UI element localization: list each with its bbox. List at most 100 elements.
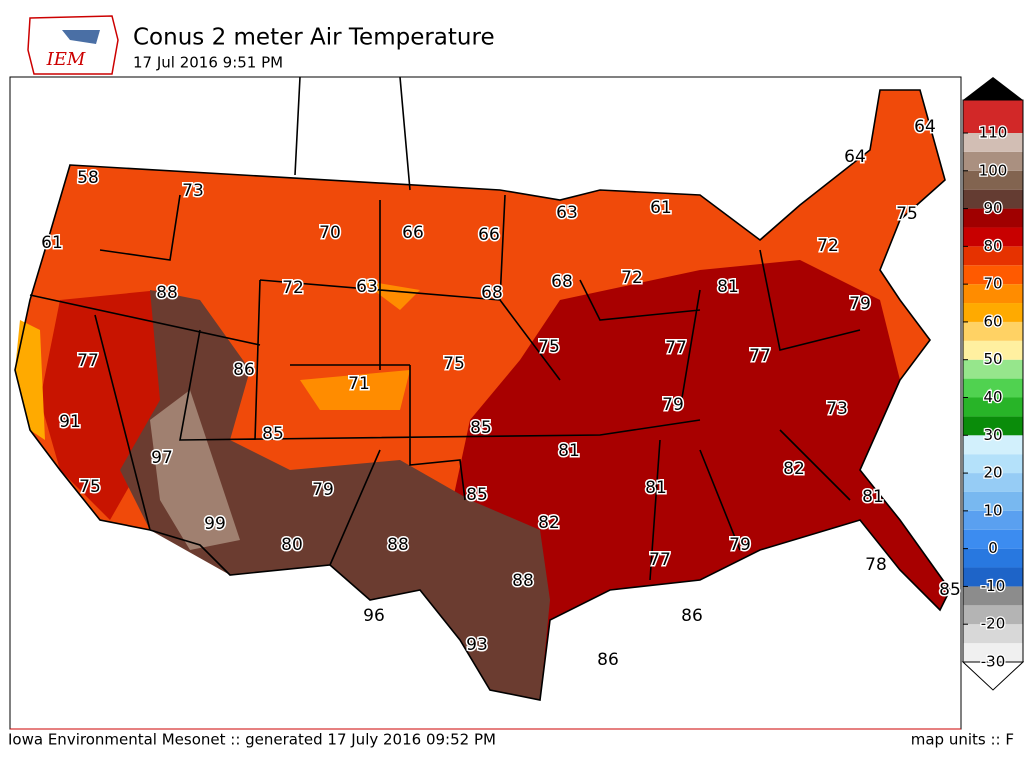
colorbar-tick-label: 40 bbox=[983, 388, 1002, 406]
station-value: 96 bbox=[363, 606, 385, 626]
station-value: 75 bbox=[538, 337, 560, 357]
colorbar-tick-label: -30 bbox=[981, 653, 1006, 671]
station-value: 73 bbox=[182, 181, 204, 201]
station-value: 79 bbox=[849, 294, 871, 314]
logo: IEM bbox=[27, 15, 119, 75]
colorbar-band bbox=[963, 340, 1023, 360]
colorbar-band bbox=[963, 567, 1023, 587]
station-value: 72 bbox=[817, 236, 839, 256]
colorbar-band bbox=[963, 605, 1023, 625]
station-value: 86 bbox=[681, 606, 703, 626]
station-value: 91 bbox=[59, 412, 81, 432]
station-value: 71 bbox=[348, 374, 370, 394]
station-value: 82 bbox=[783, 459, 805, 479]
colorbar: -30 -20 -10 0 10 20 30 40 50 60 70 80 90 100 110 bbox=[961, 77, 1024, 691]
colorbar-band bbox=[963, 359, 1023, 379]
station-value: 70 bbox=[319, 223, 341, 243]
station-value: 72 bbox=[282, 278, 304, 298]
colorbar-band bbox=[963, 624, 1023, 644]
station-value: 77 bbox=[665, 338, 687, 358]
colorbar-tick-label: 0 bbox=[988, 539, 998, 557]
title: Conus 2 meter Air Temperature bbox=[133, 25, 495, 51]
station-value: 99 bbox=[204, 514, 226, 534]
colorbar-band bbox=[963, 284, 1023, 304]
footer-right: map units :: F bbox=[911, 731, 1014, 749]
colorbar-tick-label: -20 bbox=[981, 615, 1006, 633]
colorbar-tick-label: 20 bbox=[983, 464, 1002, 482]
colorbar-band bbox=[963, 151, 1023, 171]
colorbar-band bbox=[963, 529, 1023, 549]
station-value: 88 bbox=[387, 535, 409, 555]
colorbar-tick-label: 80 bbox=[983, 237, 1002, 255]
station-value: 82 bbox=[538, 513, 560, 533]
station-value: 63 bbox=[356, 277, 378, 297]
station-value: 63 bbox=[556, 203, 578, 223]
station-value: 68 bbox=[551, 272, 573, 292]
colorbar-band bbox=[963, 473, 1023, 492]
colorbar-tick-label: 60 bbox=[983, 312, 1002, 330]
colorbar-band bbox=[963, 397, 1023, 417]
station-value: 75 bbox=[79, 477, 101, 497]
region-mild bbox=[300, 280, 420, 410]
station-labels: 58 73 61 70 66 66 63 61 64 64 75 72 88 72 63 68 68 72 81 79… bbox=[40, 116, 963, 672]
station-value: 88 bbox=[156, 283, 178, 303]
station-value: 78 bbox=[865, 555, 887, 575]
station-value: 93 bbox=[466, 635, 488, 655]
station-value: 72 bbox=[621, 268, 643, 288]
colorbar-tick-label: 100 bbox=[979, 161, 1008, 179]
colorbar-arrow-top bbox=[963, 77, 1023, 100]
colorbar-tick-label: -10 bbox=[981, 577, 1006, 595]
station-value: 66 bbox=[478, 225, 500, 245]
colorbar-band bbox=[963, 321, 1023, 341]
colorbar-tick-label: 30 bbox=[983, 426, 1002, 444]
region-coast bbox=[15, 320, 45, 440]
colorbar-band bbox=[963, 133, 1023, 152]
colorbar-tick-label: 90 bbox=[983, 199, 1002, 217]
colorbar-band bbox=[963, 454, 1023, 474]
station-value: 85 bbox=[470, 418, 492, 438]
station-value: 81 bbox=[862, 487, 884, 507]
logo-icon bbox=[62, 30, 100, 44]
region-hot-west bbox=[40, 290, 180, 520]
station-value: 80 bbox=[281, 535, 303, 555]
state-borders bbox=[29, 76, 861, 581]
colorbar-band bbox=[963, 548, 1023, 568]
colorbar-band bbox=[963, 208, 1023, 228]
region-brown bbox=[120, 290, 550, 700]
station-value: 77 bbox=[749, 346, 771, 366]
station-value: 58 bbox=[77, 168, 99, 188]
station-value: 73 bbox=[826, 399, 848, 419]
colorbar-tick-label: 50 bbox=[983, 350, 1002, 368]
colorbar-band bbox=[963, 246, 1023, 266]
station-value: 85 bbox=[939, 580, 961, 600]
station-value: 61 bbox=[41, 233, 63, 253]
station-value: 75 bbox=[896, 204, 918, 224]
station-value: 81 bbox=[717, 277, 739, 297]
station-value: 79 bbox=[312, 480, 334, 500]
colorbar-band bbox=[963, 265, 1023, 285]
colorbar-band bbox=[963, 416, 1023, 436]
colorbar-band bbox=[963, 170, 1023, 190]
station-value: 81 bbox=[645, 478, 667, 498]
station-value: 85 bbox=[466, 485, 488, 505]
station-value: 88 bbox=[512, 571, 534, 591]
colorbar-band bbox=[963, 510, 1023, 530]
colorbar-top-band bbox=[963, 100, 1023, 133]
colorbar-band bbox=[963, 189, 1023, 209]
station-value: 81 bbox=[558, 441, 580, 461]
colorbar-band bbox=[963, 227, 1023, 247]
region-hot bbox=[440, 260, 950, 700]
station-value: 86 bbox=[597, 650, 619, 670]
colorbar-frame bbox=[962, 99, 1024, 663]
colorbar-band bbox=[963, 586, 1023, 606]
map bbox=[9, 76, 962, 730]
station-value: 86 bbox=[233, 360, 255, 380]
country-border bbox=[14, 89, 951, 701]
colorbar-tick-label: 10 bbox=[983, 501, 1002, 519]
subtitle: 17 Jul 2016 9:51 PM bbox=[133, 54, 283, 72]
colorbar-band bbox=[963, 378, 1023, 398]
region-hottest bbox=[150, 390, 240, 550]
station-value: 77 bbox=[77, 351, 99, 371]
colorbar-band bbox=[963, 491, 1023, 511]
